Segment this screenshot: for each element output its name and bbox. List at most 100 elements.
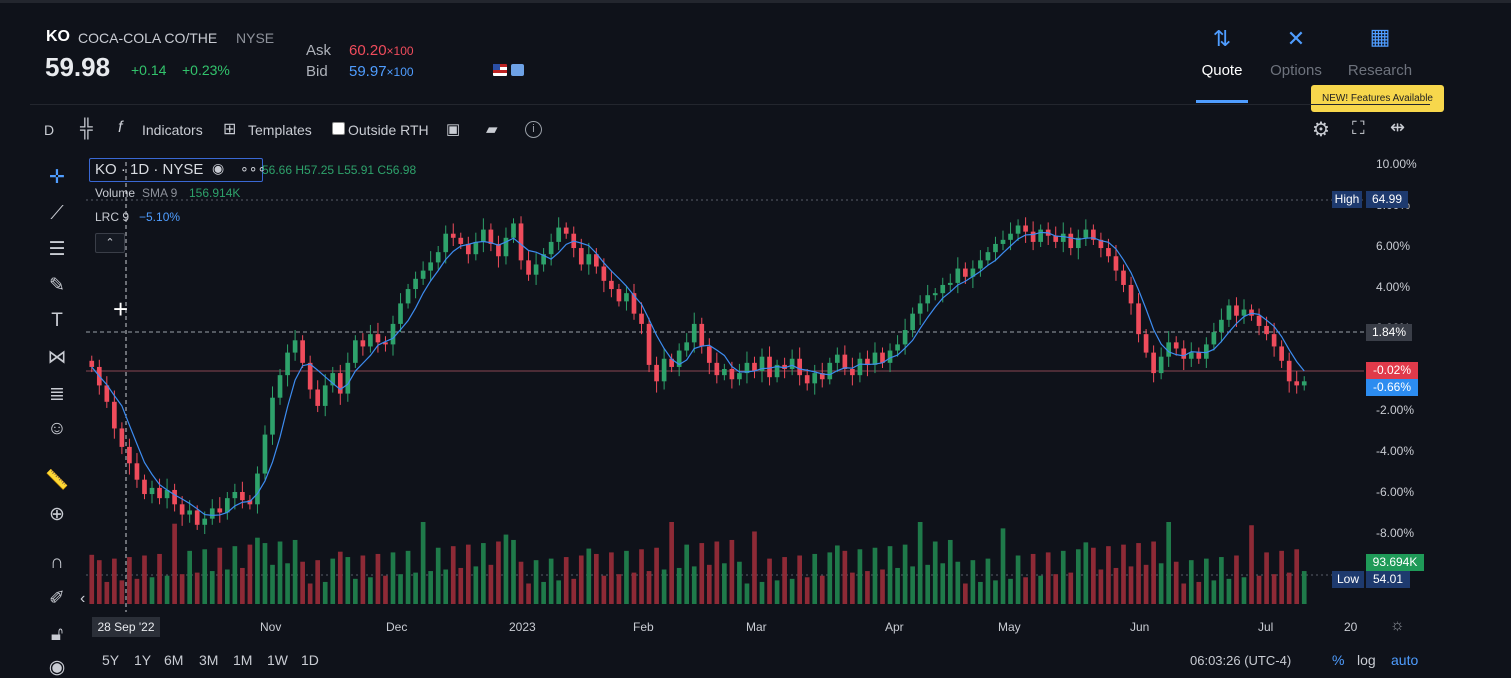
volume-bar [1226, 578, 1232, 604]
volume-bar [390, 552, 396, 604]
volume-bar [1121, 544, 1126, 604]
bid-size: ×100 [386, 65, 414, 79]
legend-collapse-button[interactable]: ⌃ [95, 233, 125, 253]
volume-bar [1060, 550, 1066, 604]
volume-bar [398, 574, 403, 604]
volume-bar [1113, 567, 1119, 604]
y-tick-label: -2.00% [1376, 403, 1415, 417]
range-button-3m[interactable]: 3M [199, 652, 219, 668]
price-chart[interactable] [86, 152, 1430, 612]
volume-bar [1301, 571, 1307, 604]
save-icon[interactable]: ▣ [446, 121, 461, 138]
outside-rth-label[interactable]: Outside RTH [348, 122, 429, 138]
active-tab-indicator [1196, 100, 1248, 103]
volume-bar [1075, 549, 1081, 604]
new-features-badge[interactable]: NEW! Features Available [1311, 85, 1444, 112]
tab-options[interactable]: Options [1270, 62, 1322, 79]
candle-body [533, 264, 539, 275]
candle-body [910, 313, 915, 331]
volume-bar [880, 569, 885, 604]
candle-body [270, 397, 275, 435]
percent-scale-button[interactable]: % [1332, 652, 1345, 668]
volume-bar [202, 549, 208, 604]
bid-label: Bid [306, 63, 328, 80]
pencil-lock-icon[interactable]: ✐ [49, 588, 65, 609]
magnet-icon[interactable]: ∩ [50, 552, 64, 573]
tab-research[interactable]: Research [1347, 62, 1413, 79]
volume-bar [1106, 546, 1111, 604]
range-button-1m[interactable]: 1M [233, 652, 253, 668]
candle-body [706, 346, 712, 363]
candle-body [797, 358, 803, 376]
building-icon[interactable]: ▦ [1369, 24, 1391, 49]
volume-bar [624, 550, 629, 604]
text-icon[interactable]: T [51, 310, 63, 331]
auto-scale-button[interactable]: auto [1391, 652, 1419, 668]
candlestick-icon[interactable]: ╬ [80, 118, 93, 138]
split-view-icon[interactable]: ⇹ [1390, 117, 1406, 137]
volume-bar [232, 546, 238, 604]
gear-icon[interactable]: ⚙ [1312, 119, 1330, 141]
range-button-6m[interactable]: 6M [164, 652, 184, 668]
candle-body [1203, 344, 1209, 359]
candle-body [262, 434, 268, 474]
candle-body [895, 344, 900, 351]
volume-bar [631, 572, 637, 604]
candle-body [729, 369, 735, 380]
volume-bar [224, 569, 230, 604]
chart-canvas[interactable] [86, 152, 1430, 612]
candle-body [993, 243, 998, 253]
range-button-1d[interactable]: 1D [301, 652, 319, 668]
options-x-icon[interactable]: ✕ [1286, 26, 1306, 51]
candle-body [1143, 334, 1149, 353]
volume-bar [819, 575, 825, 604]
crosshair-icon[interactable]: ✛ [49, 167, 65, 188]
outside-rth-checkbox[interactable] [332, 122, 345, 135]
log-scale-button[interactable]: log [1357, 652, 1376, 668]
exchange-name: NYSE [236, 30, 275, 46]
pattern-icon[interactable]: ⋈ [47, 347, 67, 368]
more-options-icon[interactable]: ∘∘∘ [240, 160, 267, 176]
sort-arrows-icon[interactable]: ⇅ [1212, 26, 1232, 51]
candle-body [285, 352, 290, 376]
sun-settings-icon[interactable]: ☼ [1390, 617, 1405, 634]
range-button-5y[interactable]: 5Y [102, 652, 120, 668]
brush-icon[interactable]: ✎ [49, 275, 65, 296]
emoji-icon[interactable]: ☺ [47, 418, 67, 439]
candle-body [1241, 309, 1247, 316]
legend-symbol-box[interactable] [89, 158, 263, 182]
folder-icon[interactable]: ▰ [486, 121, 498, 138]
clock: 06:03:26 (UTC-4) [1190, 653, 1292, 668]
horizontal-lines-icon[interactable]: ☰ [48, 239, 66, 260]
tab-quote[interactable]: Quote [1201, 62, 1243, 79]
candle-body [375, 334, 381, 343]
candle-body [398, 303, 403, 324]
candle-body [300, 340, 305, 363]
volume-bar [149, 577, 155, 604]
legend-symbol[interactable]: KO · 1D · NYSE [95, 161, 204, 178]
fib-levels-icon[interactable]: ≣ [49, 384, 65, 405]
y-tick-label: -4.00% [1376, 444, 1415, 458]
candle-body [458, 237, 464, 244]
info-icon[interactable]: i [525, 121, 542, 138]
lock-icon[interactable]: 🔓︎ [50, 624, 64, 645]
candle-body [255, 473, 260, 505]
candle-body [164, 489, 170, 499]
templates-button[interactable]: Templates [248, 122, 312, 138]
candle-body [473, 241, 479, 255]
zoom-icon[interactable]: ⊕ [49, 504, 65, 525]
candle-body [880, 352, 885, 363]
range-button-1y[interactable]: 1Y [134, 652, 152, 668]
eye-icon[interactable]: ◉ [48, 657, 66, 678]
trend-line-icon[interactable]: ⟋ [50, 203, 64, 224]
range-button-1w[interactable]: 1W [267, 652, 288, 668]
interval-selector[interactable]: D [44, 122, 55, 138]
collapse-toolbar-icon[interactable]: ‹ [80, 590, 86, 607]
visibility-eye-icon[interactable]: ◉ [212, 160, 225, 176]
volume-bar [556, 580, 562, 604]
candle-body [834, 354, 840, 363]
fullscreen-icon[interactable]: ⛶ [1352, 118, 1365, 138]
volume-bar [194, 572, 200, 604]
ruler-icon[interactable]: 📏 [45, 470, 69, 491]
indicators-button[interactable]: Indicators [142, 122, 203, 138]
